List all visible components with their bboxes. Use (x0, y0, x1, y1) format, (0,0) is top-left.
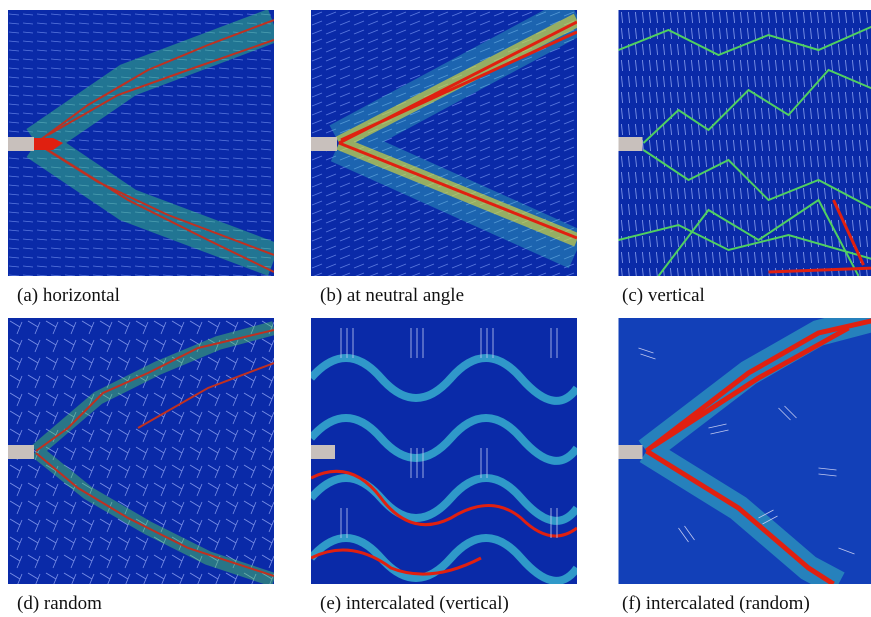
caption: (e) intercalated (vertical) (320, 593, 509, 615)
caption: (f) intercalated (random) (622, 593, 810, 615)
panel-a-image (8, 10, 274, 276)
panel-d-image (8, 318, 274, 584)
notch (311, 137, 337, 151)
figure-page: {"figure": {"panels": [ {"caption": "(a)… (0, 0, 871, 617)
caption: (b) at neutral angle (320, 285, 464, 307)
notch (8, 137, 34, 151)
notch (619, 445, 643, 459)
background (619, 10, 871, 276)
caption: (c) vertical (622, 285, 705, 307)
notch (8, 445, 34, 459)
notch (311, 445, 335, 459)
caption: (a) horizontal (17, 285, 120, 307)
background (8, 318, 274, 584)
panel-c-image (614, 10, 871, 276)
caption: (d) random (17, 593, 102, 615)
panel-f-image (614, 318, 871, 584)
notch (619, 137, 643, 151)
panel-e-image (311, 318, 577, 584)
panel-b-image (311, 10, 577, 276)
